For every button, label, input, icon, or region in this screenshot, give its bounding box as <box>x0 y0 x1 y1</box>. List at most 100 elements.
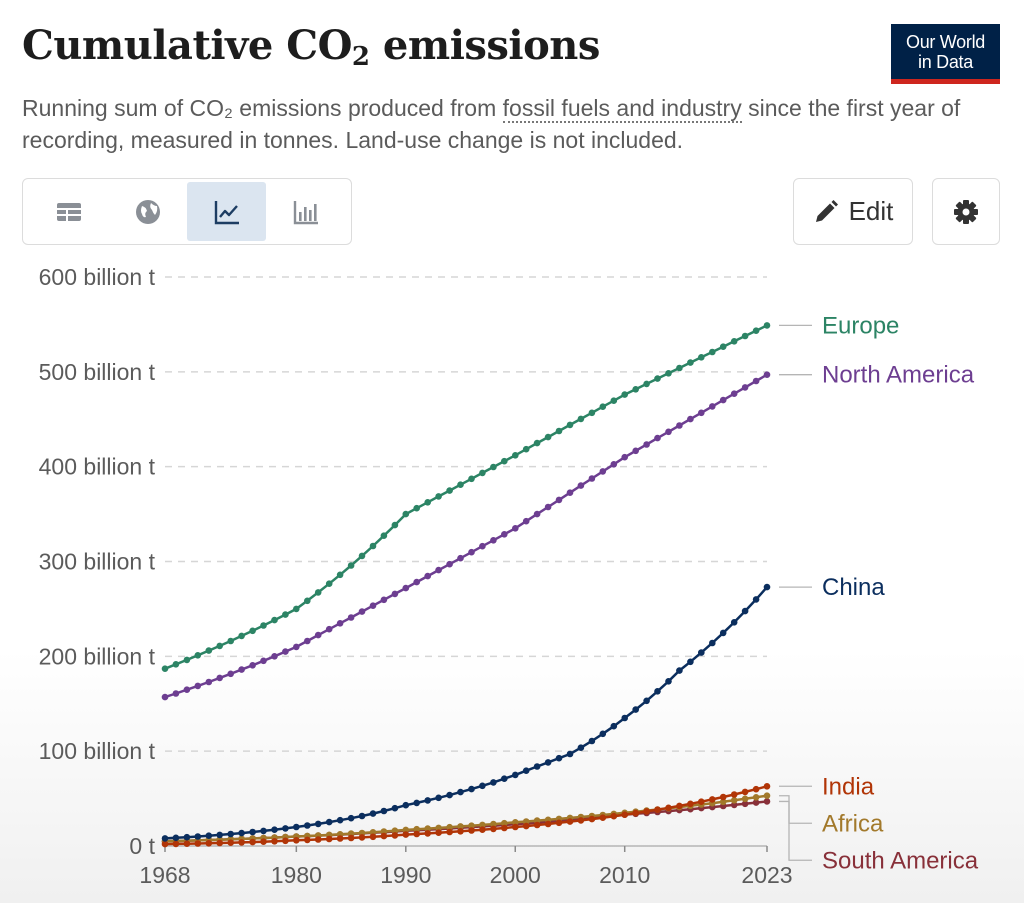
owid-logo[interactable]: Our World in Data <box>891 24 1000 84</box>
page-title: Cumulative CO2 emissions <box>22 22 600 72</box>
data-point <box>424 499 432 506</box>
data-point <box>621 714 628 722</box>
globe-icon <box>135 199 160 224</box>
data-point <box>490 825 497 833</box>
y-tick-label: 100 billion t <box>39 738 156 764</box>
data-point <box>271 826 278 833</box>
data-point <box>161 840 169 848</box>
data-point <box>435 566 442 574</box>
y-axis: 0 t 100 billion t 200 billion t 300 billion… <box>39 264 156 859</box>
data-point <box>282 611 289 618</box>
data-point <box>730 791 738 798</box>
data-point <box>468 548 475 556</box>
data-point <box>555 819 563 827</box>
data-point <box>468 785 475 793</box>
data-point <box>544 759 552 766</box>
data-point <box>479 821 486 829</box>
data-point <box>468 822 475 829</box>
data-point <box>752 596 760 603</box>
data-point <box>752 799 760 806</box>
data-point <box>676 364 683 372</box>
data-point <box>752 785 760 793</box>
series-label-europe: Europe <box>822 312 899 339</box>
data-point <box>336 571 344 579</box>
data-point <box>413 799 421 807</box>
data-point <box>479 782 486 790</box>
data-point <box>709 796 716 803</box>
data-point <box>501 819 508 827</box>
data-point <box>763 798 771 805</box>
data-point <box>325 835 333 843</box>
data-point <box>763 583 771 591</box>
data-point <box>358 608 366 615</box>
data-point <box>588 475 596 482</box>
data-point <box>698 409 705 417</box>
data-point <box>358 552 366 560</box>
data-point <box>457 823 464 830</box>
data-point <box>512 525 519 532</box>
data-point <box>271 653 278 660</box>
data-point <box>435 493 442 500</box>
data-point <box>468 475 475 483</box>
bar-chart-icon <box>293 200 318 224</box>
data-point <box>238 839 245 846</box>
table-icon <box>56 202 81 221</box>
data-point <box>741 607 749 615</box>
data-point <box>249 627 256 635</box>
data-point <box>446 487 453 494</box>
data-point <box>763 322 771 329</box>
edit-button[interactable]: Edit <box>793 178 913 245</box>
data-point <box>380 828 388 835</box>
data-point <box>512 452 519 459</box>
data-point <box>654 806 661 813</box>
data-point <box>654 688 661 695</box>
data-point <box>194 833 202 840</box>
data-point <box>282 648 289 655</box>
data-point <box>347 814 355 822</box>
tab-table[interactable] <box>29 182 108 241</box>
data-point <box>665 804 672 812</box>
settings-button[interactable] <box>932 178 1000 245</box>
data-point <box>402 801 410 809</box>
data-point <box>205 840 213 847</box>
line-chart-icon <box>214 200 239 224</box>
data-point <box>763 783 771 790</box>
data-point <box>424 825 432 832</box>
pencil-icon <box>815 199 838 222</box>
data-point <box>763 792 771 799</box>
data-point <box>676 802 683 810</box>
data-point <box>632 809 639 817</box>
data-point <box>446 823 453 831</box>
data-point <box>260 657 267 665</box>
data-point <box>413 825 421 833</box>
edit-label: Edit <box>848 196 894 226</box>
data-point <box>457 554 464 562</box>
label-connector <box>779 800 812 861</box>
tab-chart[interactable] <box>187 182 266 241</box>
data-point <box>391 832 399 839</box>
x-tick-label: 1980 <box>271 862 322 888</box>
data-point <box>227 830 234 838</box>
data-point <box>369 810 377 817</box>
data-point <box>555 427 563 435</box>
data-point <box>741 788 749 796</box>
data-point <box>260 622 267 629</box>
data-point <box>194 682 202 690</box>
data-point <box>347 614 355 621</box>
data-point <box>501 457 508 465</box>
data-point <box>490 820 497 828</box>
data-point <box>380 532 388 539</box>
data-point <box>752 377 760 385</box>
series-europe <box>161 322 771 672</box>
tab-bar-chart[interactable] <box>266 182 345 241</box>
data-point <box>698 354 705 361</box>
data-point <box>512 823 519 831</box>
data-point <box>249 828 256 836</box>
data-point <box>380 807 388 815</box>
tab-map[interactable] <box>108 182 187 241</box>
data-point <box>676 667 683 674</box>
data-point <box>566 421 574 429</box>
data-point <box>643 808 650 815</box>
fossil-fuels-link[interactable]: fossil fuels and industry <box>502 95 742 123</box>
data-point <box>216 674 223 682</box>
